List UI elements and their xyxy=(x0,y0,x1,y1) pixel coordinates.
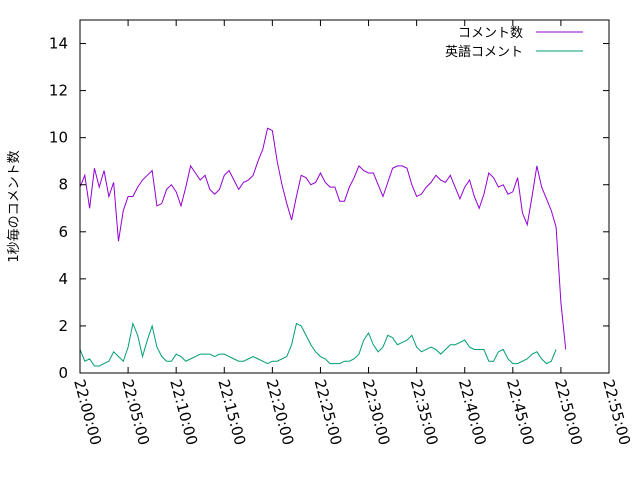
series-line-1 xyxy=(79,127,567,350)
x-tick-label: 22:20:00 xyxy=(262,377,297,447)
x-tick-label: 22:40:00 xyxy=(455,377,490,447)
y-tick-label: 8 xyxy=(58,176,68,194)
x-tick-label: 22:45:00 xyxy=(503,377,538,447)
x-tick-label: 22:30:00 xyxy=(359,377,394,447)
y-tick-label: 14 xyxy=(49,35,68,53)
y-tick-label: 10 xyxy=(49,129,68,147)
x-axis: 22:00:00 22:05:00 22:10:00 22:15:00 22:20:00… xyxy=(70,20,634,447)
y-tick-label: 6 xyxy=(58,223,68,241)
x-tick-label: 22:55:00 xyxy=(599,377,634,447)
plot-frame xyxy=(79,19,610,374)
y-tick-label: 12 xyxy=(49,82,68,100)
y-tick-label: 2 xyxy=(58,317,68,335)
x-tick-label: 22:50:00 xyxy=(551,377,586,447)
legend-label-1: コメント数 xyxy=(458,26,523,41)
x-tick-label: 22:15:00 xyxy=(214,377,249,447)
x-tick-label: 22:25:00 xyxy=(311,377,346,447)
legend-label-2: 英語コメント xyxy=(445,44,523,60)
y-tick-label: 0 xyxy=(58,364,68,382)
x-tick-label: 22:05:00 xyxy=(118,377,153,447)
x-tick-label: 22:35:00 xyxy=(407,377,442,447)
series-line-2 xyxy=(79,321,557,367)
y-axis-label: 1秒毎のコメント数 xyxy=(6,150,22,262)
y-axis: 0 2 4 6 8 10 12 14 xyxy=(49,35,609,382)
y-tick-label: 4 xyxy=(58,270,68,288)
x-tick-label: 22:00:00 xyxy=(70,377,105,447)
x-tick-label: 22:10:00 xyxy=(166,377,201,447)
plot-lines xyxy=(79,127,567,367)
